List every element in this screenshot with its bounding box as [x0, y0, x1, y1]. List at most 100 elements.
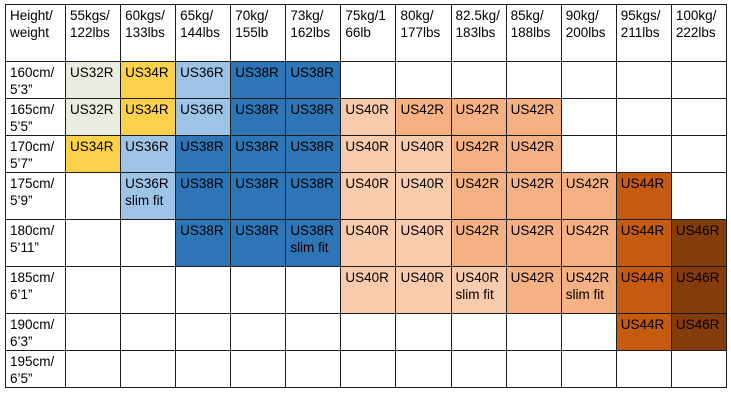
size-cell: US42R: [505, 219, 562, 267]
empty-cell: [340, 350, 397, 388]
empty-cell: [505, 61, 562, 99]
size-cell: US40R: [395, 219, 452, 267]
weight-header-cell: 100kg/ 222lbs: [670, 4, 728, 62]
size-cell: US40R: [340, 135, 397, 173]
row-label-cell: 180cm/ 5’11”: [5, 219, 66, 267]
weight-header-cell: 82.5kg/ 183lbs: [450, 4, 507, 62]
size-cell: US42R: [505, 172, 562, 220]
size-cell: US40R: [395, 172, 452, 220]
empty-cell: [670, 61, 728, 99]
size-cell: US42R: [395, 98, 452, 136]
weight-header-cell: 75kg/1 66lb: [340, 4, 397, 62]
empty-cell: [615, 61, 672, 99]
size-cell: US38R: [230, 135, 287, 173]
empty-cell: [120, 313, 177, 351]
empty-cell: [670, 172, 728, 220]
empty-cell: [560, 98, 617, 136]
table-row: 160cm/ 5’3” US32R US34R US36R US38R US38R: [5, 61, 728, 99]
empty-cell: [615, 135, 672, 173]
size-cell: US38R slim fit: [285, 219, 342, 267]
empty-cell: [505, 313, 562, 351]
size-cell: US42R slim fit: [560, 266, 617, 314]
size-cell: US42R: [450, 172, 507, 220]
size-cell: US40R: [395, 266, 452, 314]
empty-cell: [64, 266, 122, 314]
weight-header-cell: 55kgs/ 122lbs: [64, 4, 122, 62]
size-cell: US44R: [615, 313, 672, 351]
empty-cell: [64, 313, 122, 351]
size-cell: US38R: [175, 172, 232, 220]
size-cell: US40R: [340, 266, 397, 314]
size-cell: US44R: [615, 219, 672, 267]
empty-cell: [615, 350, 672, 388]
empty-cell: [64, 172, 122, 220]
weight-header-cell: 65kg/ 144lbs: [175, 4, 232, 62]
empty-cell: [285, 313, 342, 351]
empty-cell: [120, 266, 177, 314]
empty-cell: [670, 135, 728, 173]
size-cell: US38R: [175, 135, 232, 173]
size-cell: US34R: [120, 61, 177, 99]
size-cell: US38R: [230, 219, 287, 267]
size-cell: US44R: [615, 172, 672, 220]
size-cell: US40R: [340, 219, 397, 267]
size-cell: US38R: [285, 98, 342, 136]
size-cell: US46R: [670, 313, 728, 351]
empty-cell: [175, 313, 232, 351]
size-cell: US42R: [560, 219, 617, 267]
empty-cell: [670, 350, 728, 388]
size-cell: US46R: [670, 266, 728, 314]
size-cell: US44R: [615, 266, 672, 314]
empty-cell: [505, 350, 562, 388]
size-cell: US40R slim fit: [450, 266, 507, 314]
weight-header-cell: 60kgs/ 133lbs: [120, 4, 177, 62]
height-weight-header-cell: Height/ weight: [5, 4, 66, 62]
size-cell: US46R: [670, 219, 728, 267]
size-cell: US34R: [120, 98, 177, 136]
row-label-cell: 175cm/ 5’9”: [5, 172, 66, 220]
table-row: 165cm/ 5’5” US32R US34R US36R US38R US38R US40…: [5, 98, 728, 136]
size-chart-table: Height/ weight 55kgs/ 122lbs 60kgs/ 133lbs…: [5, 4, 728, 388]
row-label-cell: 195cm/ 6’5”: [5, 350, 66, 388]
size-cell: US38R: [230, 61, 287, 99]
empty-cell: [450, 350, 507, 388]
empty-cell: [395, 61, 452, 99]
size-cell: US38R: [175, 219, 232, 267]
size-cell: US38R: [285, 172, 342, 220]
size-cell: US38R: [285, 135, 342, 173]
row-label-cell: 165cm/ 5’5”: [5, 98, 66, 136]
table-row: 175cm/ 5’9” US36R slim fit US38R US38R US38R…: [5, 172, 728, 220]
weight-header-cell: 70kg/ 155lb: [230, 4, 287, 62]
weight-header-cell: 73kg/ 162lbs: [285, 4, 342, 62]
size-cell: US42R: [560, 172, 617, 220]
empty-cell: [395, 350, 452, 388]
empty-cell: [560, 350, 617, 388]
empty-cell: [230, 266, 287, 314]
row-label-cell: 170cm/ 5’7”: [5, 135, 66, 173]
size-cell: US42R: [505, 266, 562, 314]
table-body: 160cm/ 5’3” US32R US34R US36R US38R US38R 165c…: [5, 61, 728, 388]
table-row: 185cm/ 6’1” US40R US40R US40R slim fit US42R…: [5, 266, 728, 314]
size-cell: US40R: [340, 98, 397, 136]
empty-cell: [64, 350, 122, 388]
table-row: 190cm/ 6’3” US44R US46R: [5, 313, 728, 351]
row-label-cell: 185cm/ 6’1”: [5, 266, 66, 314]
empty-cell: [230, 313, 287, 351]
size-cell: US32R: [64, 61, 122, 99]
weight-header-cell: 95kgs/ 211lbs: [615, 4, 672, 62]
row-label-cell: 160cm/ 5’3”: [5, 61, 66, 99]
empty-cell: [670, 98, 728, 136]
size-cell: US38R: [230, 98, 287, 136]
empty-cell: [120, 350, 177, 388]
empty-cell: [120, 219, 177, 267]
header-row: Height/ weight 55kgs/ 122lbs 60kgs/ 133lbs…: [5, 4, 728, 62]
size-cell: US34R: [64, 135, 122, 173]
empty-cell: [450, 61, 507, 99]
empty-cell: [395, 313, 452, 351]
table-row: 180cm/ 5’11” US38R US38R US38R slim fit US40…: [5, 219, 728, 267]
size-cell: US32R: [64, 98, 122, 136]
size-cell: US36R: [175, 61, 232, 99]
empty-cell: [340, 313, 397, 351]
empty-cell: [64, 219, 122, 267]
size-cell: US36R: [175, 98, 232, 136]
